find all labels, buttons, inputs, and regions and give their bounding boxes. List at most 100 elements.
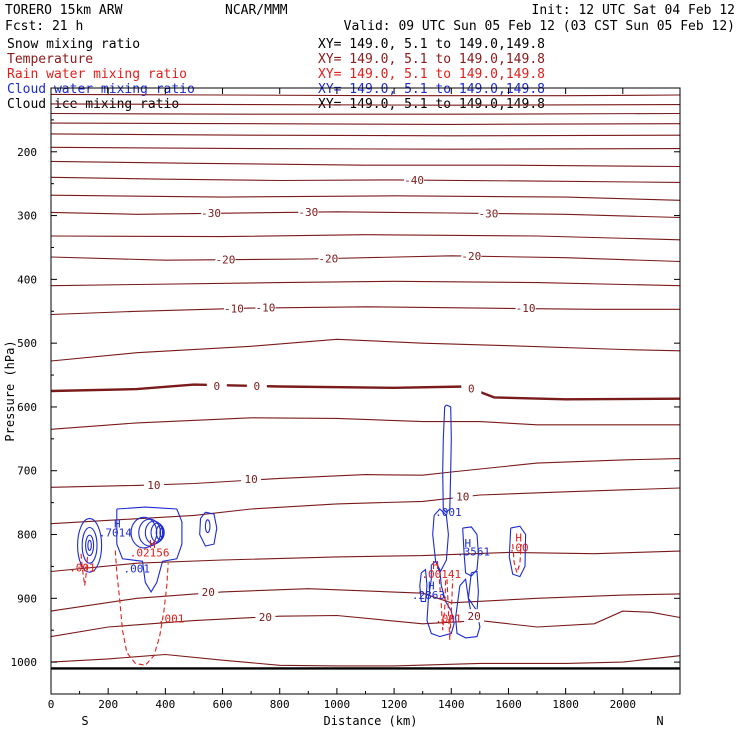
temperature-contour xyxy=(50,234,681,241)
cloud-water-contour xyxy=(419,568,428,603)
temperature-contour xyxy=(50,146,681,150)
y-tick-label: 500 xyxy=(17,337,37,350)
x-tick-label: 200 xyxy=(98,698,118,711)
contour-label-bg xyxy=(143,477,164,491)
extremum-label: .7014 xyxy=(99,527,132,540)
temperature-contour xyxy=(50,280,681,287)
x-axis-label: Distance (km) xyxy=(324,714,418,728)
extremum-label: H xyxy=(149,538,156,551)
temperature-contour xyxy=(50,194,681,201)
legend-entry: Snow mixing ratio xyxy=(7,37,140,52)
legend-xy: XY= 149.0, 5.1 to 149.0,149.8 xyxy=(318,82,545,97)
extremum-label: .001 xyxy=(69,562,96,575)
extremum-label: .00 xyxy=(509,541,529,554)
axes: 0 200 400 600 800 1000 1200 1400 1600 1800 2000200… xyxy=(3,87,681,728)
temperature-label: 20 xyxy=(259,611,272,624)
rain-water-contour xyxy=(80,553,89,586)
temperature-contour xyxy=(50,550,681,573)
valid-time: Valid: 09 UTC Sun 05 Feb 12 (03 CST Sun … xyxy=(344,19,735,34)
cloud-water-contour xyxy=(199,511,218,547)
y-tick-label: 700 xyxy=(17,465,37,478)
endpoint-left-label: S xyxy=(81,714,88,728)
extremum-label: H xyxy=(432,559,439,572)
temperature-contour xyxy=(50,588,681,612)
cloud-water-contour xyxy=(81,526,98,564)
y-tick-label: 600 xyxy=(17,401,37,414)
extremum-label: .001 xyxy=(435,506,462,519)
contour-label-bg xyxy=(452,489,473,503)
temperature-contour xyxy=(50,653,681,667)
rain-water-contours xyxy=(80,544,522,666)
temperature-label: -30 xyxy=(479,208,499,221)
extremum-label: H xyxy=(515,532,522,545)
temperature-contour xyxy=(50,122,681,125)
extremum-label: .001 xyxy=(158,613,185,626)
temperature-label: 20 xyxy=(468,610,481,623)
extremum-label: .001 xyxy=(124,562,151,575)
contour-label-bg xyxy=(464,609,485,623)
temperature-contour xyxy=(50,338,681,362)
init-time: Init: 12 UTC Sat 04 Feb 12 xyxy=(532,3,736,18)
model-title: TORERO 15km ARW xyxy=(5,3,123,18)
legend-xy: XY= 149.0, 5.1 to 149.0,149.8 xyxy=(318,37,545,52)
cloud-water-contour xyxy=(442,404,452,513)
temperature-contour xyxy=(50,306,680,316)
cloud-water-contour xyxy=(426,560,455,638)
temperature-label: 0 xyxy=(214,380,221,393)
x-tick-label: 1200 xyxy=(381,698,408,711)
y-tick-label: 900 xyxy=(17,592,37,605)
legend: Snow mixing ratio XY= 149.0, 5.1 to 149.0… xyxy=(7,37,545,112)
contour-labels: -40 -30 -30 -30 -20 -20 -20 -10 -10 -10 0 0 0 10 10 10 2… xyxy=(143,172,536,624)
rain-water-contour xyxy=(114,550,169,666)
contour-label-bg xyxy=(298,204,319,218)
extremum-label: .001 xyxy=(435,613,462,626)
x-tick-label: 400 xyxy=(155,698,175,711)
temperature-label: 10 xyxy=(147,479,160,492)
contour-label-bg xyxy=(478,206,499,220)
contour-label-bg xyxy=(215,252,236,266)
contour-label-bg xyxy=(241,472,262,486)
contour-label-bg xyxy=(515,301,536,315)
cloud-water-contour xyxy=(116,506,183,593)
x-tick-label: 1600 xyxy=(495,698,522,711)
extremum-label: H xyxy=(114,518,121,531)
legend-entry: Rain water mixing ratio xyxy=(7,67,187,82)
cloud-water-contour xyxy=(159,527,165,538)
temperature-label: -30 xyxy=(298,206,318,219)
x-tick-label: 0 xyxy=(48,698,55,711)
temperature-label: 10 xyxy=(456,490,469,503)
cloud-water-contour xyxy=(508,525,527,578)
temperature-label: -10 xyxy=(516,302,536,315)
y-tick-label: 1000 xyxy=(11,656,38,669)
contour-label-bg xyxy=(206,378,227,392)
contour-label-bg xyxy=(201,206,222,220)
extrema-annotations: H.7014H.02156.001.001.001.001H.3561H.001… xyxy=(69,506,528,626)
temperature-label: -30 xyxy=(201,207,221,220)
temperature-contours xyxy=(50,93,681,667)
temperature-contour xyxy=(50,112,681,115)
contour-label-bg xyxy=(246,378,267,392)
forecast-hour: Fcst: 21 h xyxy=(5,19,83,34)
rain-water-contour xyxy=(438,579,447,631)
temperature-label: 0 xyxy=(468,382,475,395)
cloud-water-contour xyxy=(467,570,479,616)
plot-area: -40 -30 -30 -30 -20 -20 -20 -10 -10 -10 0 0 0 10 10 10 2… xyxy=(3,87,681,728)
temperature-label: -20 xyxy=(215,254,235,267)
temperature-contour xyxy=(50,211,681,219)
temperature-label: -10 xyxy=(224,303,244,316)
legend-xy: XY= 149.0, 5.1 to 149.0,149.8 xyxy=(318,52,545,67)
temperature-contour xyxy=(50,133,681,137)
cloud-water-contour xyxy=(138,518,162,547)
cloud-water-contour xyxy=(455,577,481,639)
y-tick-label: 300 xyxy=(17,210,37,223)
temperature-label: 20 xyxy=(202,586,215,599)
endpoint-right-label: N xyxy=(656,714,663,728)
contour-label-bg xyxy=(461,248,482,262)
cloud-water-contour xyxy=(77,518,103,573)
extremum-label: .00141 xyxy=(421,568,461,581)
y-tick-label: 400 xyxy=(17,273,37,286)
cloud-water-contour xyxy=(432,508,449,575)
temperature-label: -20 xyxy=(461,250,481,263)
center-title: NCAR/MMM xyxy=(225,3,288,18)
x-tick-label: 800 xyxy=(270,698,290,711)
